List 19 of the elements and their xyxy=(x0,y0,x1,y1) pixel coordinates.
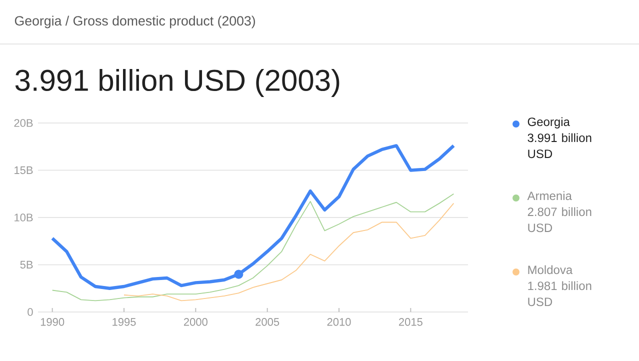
y-tick-label: 10B xyxy=(14,214,33,222)
legend-label: Moldova xyxy=(528,265,573,274)
y-tick-label: 5B xyxy=(20,260,33,269)
text: 1.981 billion USD xyxy=(528,281,592,306)
chart-subtitle: Georgia / Gross domestic product (2003) xyxy=(14,16,256,28)
x-tick-label: 1990 xyxy=(40,318,64,326)
y-tick-label: 15B xyxy=(14,166,33,174)
text: 3.991 billion USD xyxy=(528,133,592,158)
x-tick-label: 2000 xyxy=(184,318,208,326)
legend-label: Georgia xyxy=(528,117,570,128)
x-tick-label: 1995 xyxy=(112,318,136,326)
x-tick-label: 2015 xyxy=(398,318,422,326)
legend-label: Armenia xyxy=(527,191,572,200)
text: 2.807 billion USD xyxy=(528,207,592,232)
y-tick-label: 20B xyxy=(14,119,33,127)
x-tick-label: 2005 xyxy=(256,318,280,326)
y-tick-label: 0 xyxy=(28,308,33,316)
chart-title: 3.991 billion USD (2003) xyxy=(15,69,340,97)
x-tick-label: 2010 xyxy=(327,318,351,326)
